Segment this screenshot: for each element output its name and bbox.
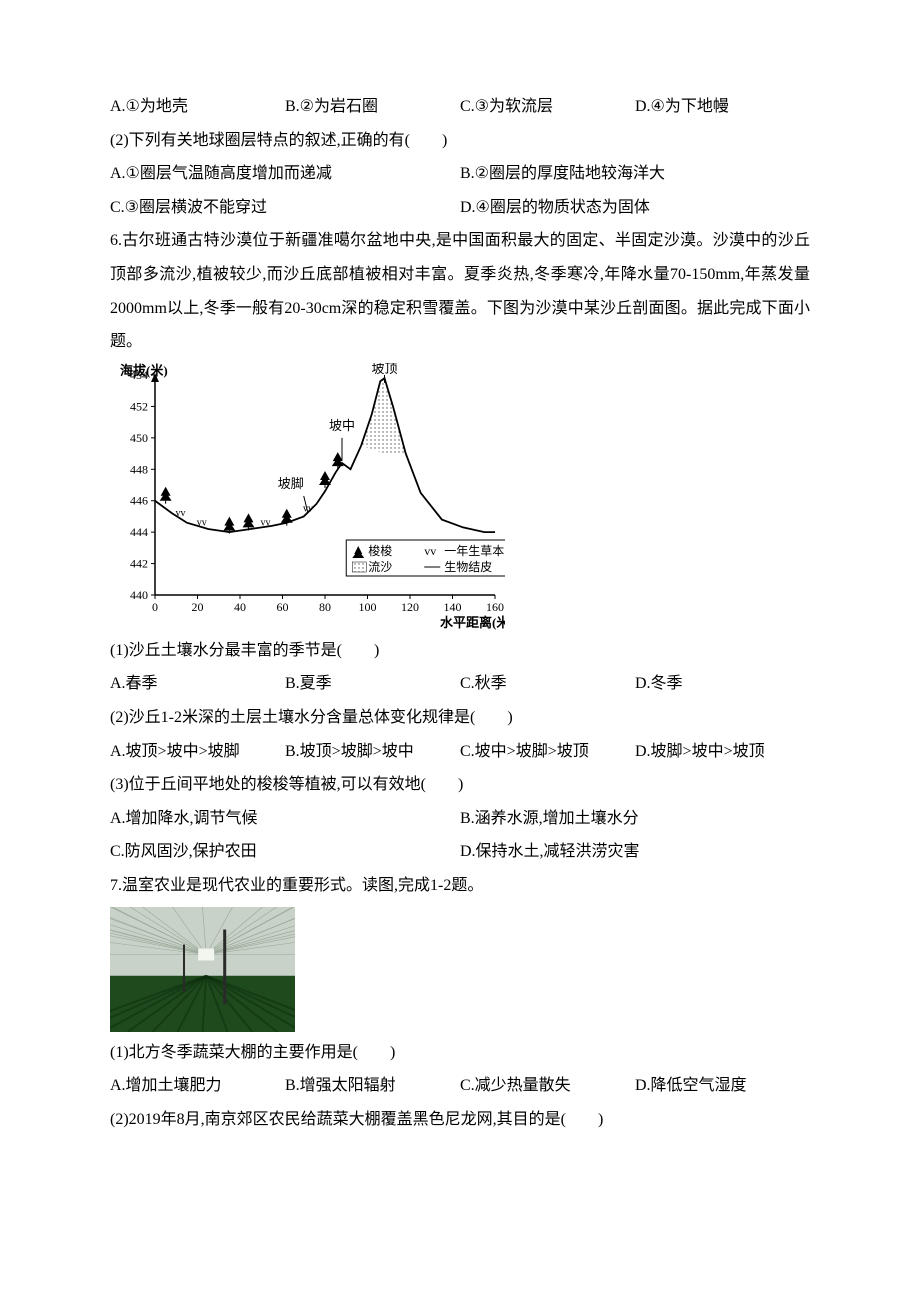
q6-2-opt-b: B.坡顶>坡脚>坡中: [285, 735, 460, 769]
q5-part2-options-2: C.③圈层横波不能穿过 D.④圈层的物质状态为固体: [110, 191, 810, 225]
svg-text:vv: vv: [261, 517, 271, 528]
q5-part2-stem: (2)下列有关地球圈层特点的叙述,正确的有( ): [110, 124, 810, 158]
svg-text:海拔(米): 海拔(米): [120, 363, 168, 378]
svg-text:444: 444: [130, 525, 148, 539]
q7-1-opt-d: D.降低空气湿度: [635, 1069, 810, 1103]
q6-1-opt-a: A.春季: [110, 667, 285, 701]
q7-1-opt-a: A.增加土壤肥力: [110, 1069, 285, 1103]
greenhouse-photo: [110, 907, 810, 1032]
svg-text:448: 448: [130, 462, 148, 476]
q5-2-opt-b: B.②圈层的厚度陆地较海洋大: [460, 157, 810, 191]
q6-part2-stem: (2)沙丘1-2米深的土层土壤水分含量总体变化规律是( ): [110, 701, 810, 735]
q7-intro: 7.温室农业是现代农业的重要形式。读图,完成1-2题。: [110, 869, 810, 903]
q5-2-opt-c: C.③圈层横波不能穿过: [110, 191, 460, 225]
q6-3-opt-d: D.保持水土,减轻洪涝灾害: [460, 835, 810, 869]
svg-text:vv: vv: [176, 508, 186, 519]
q6-part1-stem: (1)沙丘土壤水分最丰富的季节是( ): [110, 634, 810, 668]
q6-part3-stem: (3)位于丘间平地处的梭梭等植被,可以有效地( ): [110, 768, 810, 802]
q7-part1-options: A.增加土壤肥力 B.增强太阳辐射 C.减少热量散失 D.降低空气湿度: [110, 1069, 810, 1103]
svg-text:446: 446: [130, 493, 148, 507]
svg-text:20: 20: [192, 600, 204, 614]
q5-1-opt-a: A.①为地壳: [110, 90, 285, 124]
q6-3-opt-c: C.防风固沙,保护农田: [110, 835, 460, 869]
q6-part1-options: A.春季 B.夏季 C.秋季 D.冬季: [110, 667, 810, 701]
svg-text:一年生草本: 一年生草本: [444, 544, 504, 558]
svg-text:梭梭: 梭梭: [368, 543, 392, 558]
greenhouse-svg: [110, 907, 295, 1032]
svg-text:0: 0: [152, 600, 158, 614]
svg-text:440: 440: [130, 588, 148, 602]
q6-part3-options-2: C.防风固沙,保护农田 D.保持水土,减轻洪涝灾害: [110, 835, 810, 869]
q5-part1-options: A.①为地壳 B.②为岩石圈 C.③为软流层 D.④为下地幔: [110, 90, 810, 124]
dune-profile-chart: 4404424444464484504524540204060801001201…: [110, 363, 810, 630]
q6-3-opt-b: B.涵养水源,增加土壤水分: [460, 802, 810, 836]
svg-text:160: 160: [486, 600, 504, 614]
svg-text:100: 100: [359, 600, 377, 614]
dune-profile-svg: 4404424444464484504524540204060801001201…: [110, 363, 505, 630]
svg-text:坡中: 坡中: [329, 418, 355, 433]
svg-text:坡脚: 坡脚: [278, 476, 304, 491]
svg-text:450: 450: [130, 431, 148, 445]
svg-text:水平距离(米): 水平距离(米): [440, 615, 505, 630]
q5-2-opt-d: D.④圈层的物质状态为固体: [460, 191, 810, 225]
q6-1-opt-d: D.冬季: [635, 667, 810, 701]
svg-text:vv: vv: [424, 544, 436, 558]
q7-1-opt-c: C.减少热量散失: [460, 1069, 635, 1103]
q5-1-opt-b: B.②为岩石圈: [285, 90, 460, 124]
q7-part1-stem: (1)北方冬季蔬菜大棚的主要作用是( ): [110, 1036, 810, 1070]
svg-text:vv: vv: [197, 517, 207, 528]
q6-intro: 6.古尔班通古特沙漠位于新疆准噶尔盆地中央,是中国面积最大的固定、半固定沙漠。沙…: [110, 224, 810, 358]
svg-text:40: 40: [234, 600, 246, 614]
svg-text:60: 60: [277, 600, 289, 614]
q6-1-opt-b: B.夏季: [285, 667, 460, 701]
q7-part2-stem: (2)2019年8月,南京郊区农民给蔬菜大棚覆盖黑色尼龙网,其目的是( ): [110, 1103, 810, 1137]
q5-1-opt-c: C.③为软流层: [460, 90, 635, 124]
q6-1-opt-c: C.秋季: [460, 667, 635, 701]
q5-1-opt-d: D.④为下地幔: [635, 90, 810, 124]
q5-part2-options: A.①圈层气温随高度增加而递减 B.②圈层的厚度陆地较海洋大: [110, 157, 810, 191]
svg-text:452: 452: [130, 399, 148, 413]
svg-text:生物结皮: 生物结皮: [444, 560, 492, 574]
svg-text:坡顶: 坡顶: [371, 363, 397, 376]
svg-text:流沙: 流沙: [368, 560, 392, 574]
svg-text:120: 120: [401, 600, 419, 614]
q7-1-opt-b: B.增强太阳辐射: [285, 1069, 460, 1103]
svg-text:80: 80: [319, 600, 331, 614]
q5-2-opt-a: A.①圈层气温随高度增加而递减: [110, 157, 460, 191]
q6-part2-options: A.坡顶>坡中>坡脚 B.坡顶>坡脚>坡中 C.坡中>坡脚>坡顶 D.坡脚>坡中…: [110, 735, 810, 769]
q6-2-opt-c: C.坡中>坡脚>坡顶: [460, 735, 635, 769]
q6-2-opt-a: A.坡顶>坡中>坡脚: [110, 735, 285, 769]
q6-2-opt-d: D.坡脚>坡中>坡顶: [635, 735, 810, 769]
svg-text:442: 442: [130, 556, 148, 570]
q6-part3-options: A.增加降水,调节气候 B.涵养水源,增加土壤水分: [110, 802, 810, 836]
q6-3-opt-a: A.增加降水,调节气候: [110, 802, 460, 836]
svg-text:140: 140: [444, 600, 462, 614]
